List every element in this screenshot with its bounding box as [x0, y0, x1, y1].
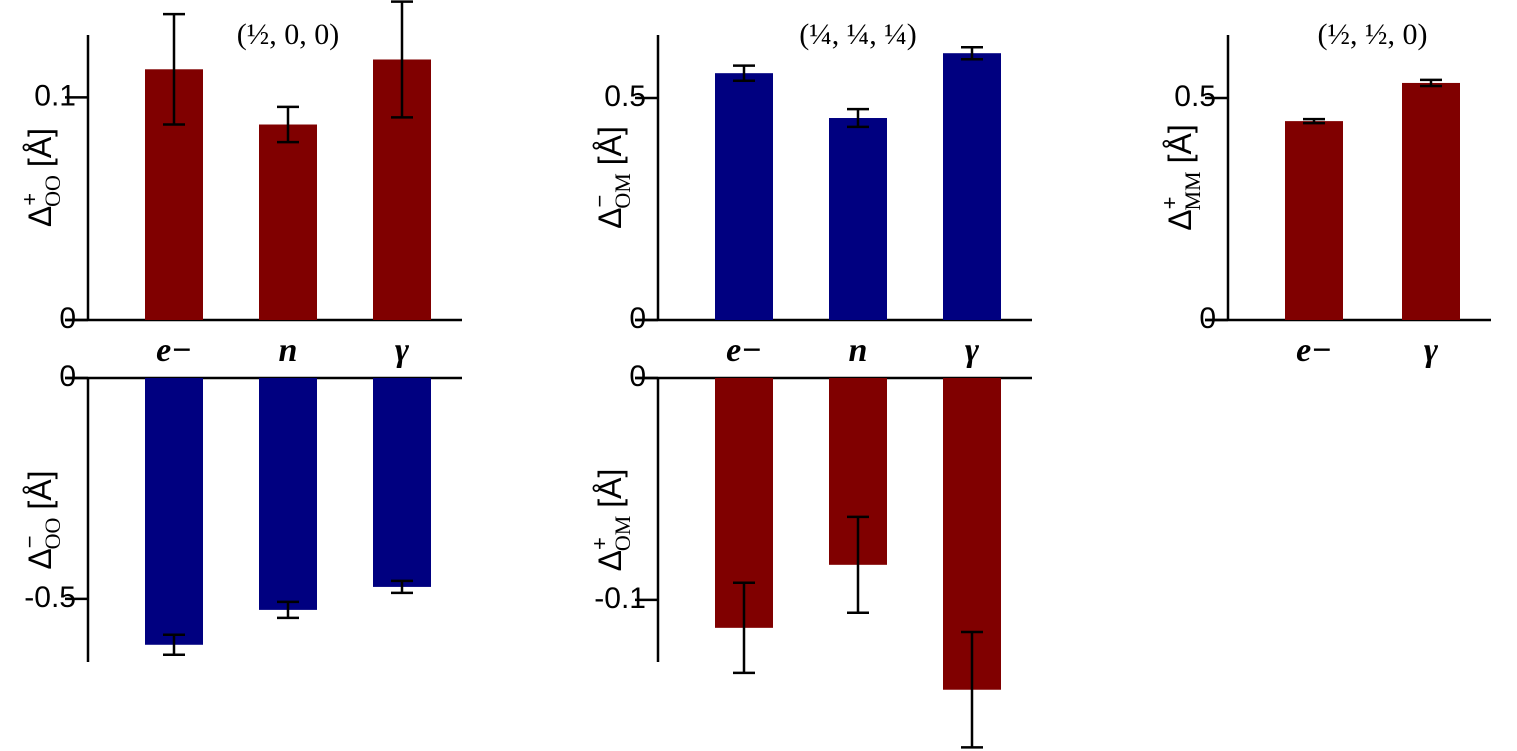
- y-label-symbol: Δ: [592, 208, 628, 229]
- x-tick-label: n: [849, 332, 868, 369]
- y-label-sub: OM: [610, 173, 635, 208]
- x-tick-label: e−: [726, 332, 762, 369]
- x-tick-label: γ: [395, 332, 410, 369]
- error-bar: [1303, 117, 1325, 125]
- y-tick-label: 0.1: [34, 79, 76, 112]
- error-bar: [961, 630, 983, 749]
- bar: [1402, 82, 1460, 320]
- error-bar: [277, 105, 299, 144]
- error-bar: [733, 581, 755, 675]
- error-bar: [391, 579, 413, 595]
- y-tick-label: 0: [59, 302, 76, 335]
- y-tick-label: 0: [1199, 302, 1216, 335]
- y-tick-label: 0: [629, 302, 646, 335]
- y-label-unit: [Å]: [1162, 124, 1198, 163]
- y-label-sup: +: [17, 193, 42, 206]
- y-tick-label: 0.5: [604, 80, 646, 113]
- y-label-unit: [Å]: [592, 126, 628, 165]
- x-tick-label: γ: [1424, 332, 1439, 369]
- y-label-sup: +: [1157, 197, 1182, 210]
- bar: [1285, 121, 1343, 321]
- bar: [943, 53, 1001, 321]
- bar: [715, 73, 773, 320]
- x-tick-label: e−: [156, 332, 192, 369]
- error-bar: [961, 45, 983, 61]
- bar: [259, 124, 317, 320]
- y-label-sup: +: [587, 537, 612, 550]
- y-label-sub: OO: [40, 175, 65, 207]
- error-bar: [847, 515, 869, 614]
- y-label-unit: [Å]: [22, 470, 58, 509]
- bar: [145, 378, 203, 645]
- y-tick-label: 0.5: [1174, 80, 1216, 113]
- y-label-sub: MM: [1180, 171, 1205, 210]
- y-axis-label: Δ+MM [Å]: [1157, 124, 1205, 230]
- y-tick-label: -0.1: [594, 582, 646, 615]
- error-bar: [163, 12, 185, 126]
- y-axis-label: Δ+OO [Å]: [17, 128, 65, 227]
- y-axis-label: Δ−OM [Å]: [587, 126, 635, 229]
- x-tick-label: γ: [965, 332, 980, 369]
- chart-title: (½, ½, 0): [1318, 18, 1428, 51]
- bar: [829, 118, 887, 321]
- y-label-symbol: Δ: [22, 206, 58, 227]
- y-axis-label: Δ−OO [Å]: [17, 470, 65, 569]
- y-label-sub: OM: [610, 516, 635, 551]
- y-axis-label: Δ+OM [Å]: [587, 469, 635, 572]
- x-tick-label: e−: [1296, 332, 1332, 369]
- error-bar: [1420, 78, 1442, 88]
- x-tick-label: n: [279, 332, 298, 369]
- error-bar: [391, 0, 413, 119]
- y-label-sup: −: [17, 535, 42, 548]
- y-label-symbol: Δ: [592, 550, 628, 571]
- error-bar: [733, 64, 755, 82]
- y-tick-label: -0.5: [24, 581, 76, 614]
- chart-title: (½, 0, 0): [237, 18, 339, 51]
- error-bar: [847, 107, 869, 129]
- error-bar: [277, 600, 299, 620]
- y-tick-label: 0: [59, 360, 76, 393]
- y-label-sub: OO: [40, 518, 65, 550]
- bar: [259, 378, 317, 610]
- y-label-unit: [Å]: [592, 469, 628, 508]
- y-tick-label: 0: [629, 360, 646, 393]
- bar: [373, 378, 431, 587]
- y-label-symbol: Δ: [22, 548, 58, 569]
- error-bar: [163, 633, 185, 657]
- y-label-unit: [Å]: [22, 128, 58, 167]
- y-label-symbol: Δ: [1162, 209, 1198, 230]
- chart-title: (¼, ¼, ¼): [799, 18, 916, 51]
- y-label-sup: −: [587, 195, 612, 208]
